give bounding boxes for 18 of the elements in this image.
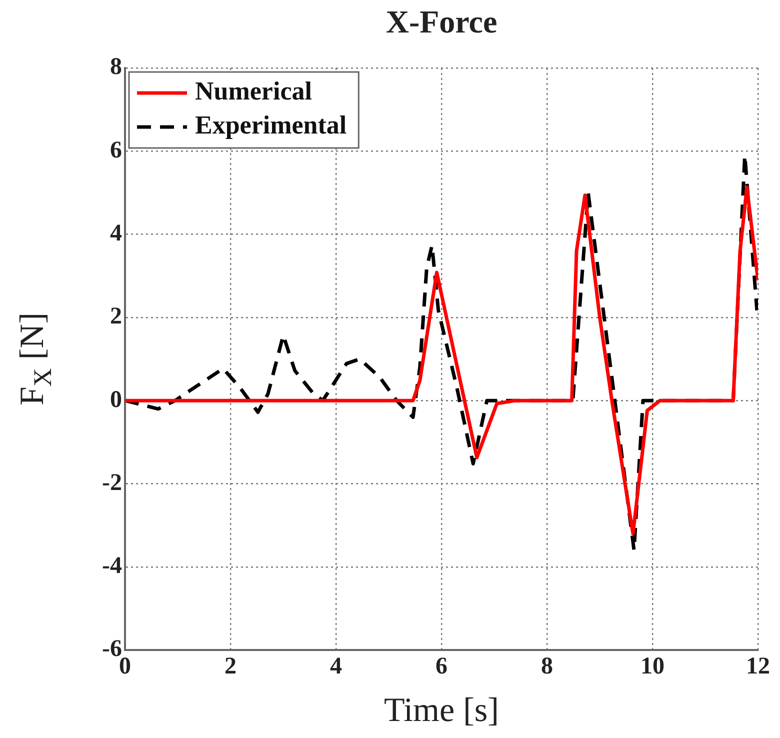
y-tick-label: 0	[110, 386, 122, 413]
x-axis-title: Time [s]	[384, 692, 499, 729]
y-tick-label: 8	[110, 54, 122, 80]
legend-label: Experimental	[195, 110, 347, 140]
x-tick-label: 8	[541, 654, 553, 680]
chart-title: X-Force	[386, 3, 498, 40]
y-tick-label: -4	[102, 553, 122, 580]
y-tick-label: 2	[110, 304, 122, 330]
y-tick-label: -2	[102, 470, 122, 496]
y-tick-label: 6	[110, 137, 122, 164]
x-tick-label: 12	[746, 654, 770, 680]
x-tick-label: 10	[640, 654, 664, 680]
y-tick-label: 4	[110, 220, 122, 246]
legend-label: Numerical	[195, 76, 312, 106]
x-tick-label: 4	[330, 654, 342, 680]
x-tick-label: 6	[436, 654, 448, 680]
y-axis-title: FX [N]	[14, 312, 57, 406]
x-tick-label: 2	[224, 654, 236, 680]
